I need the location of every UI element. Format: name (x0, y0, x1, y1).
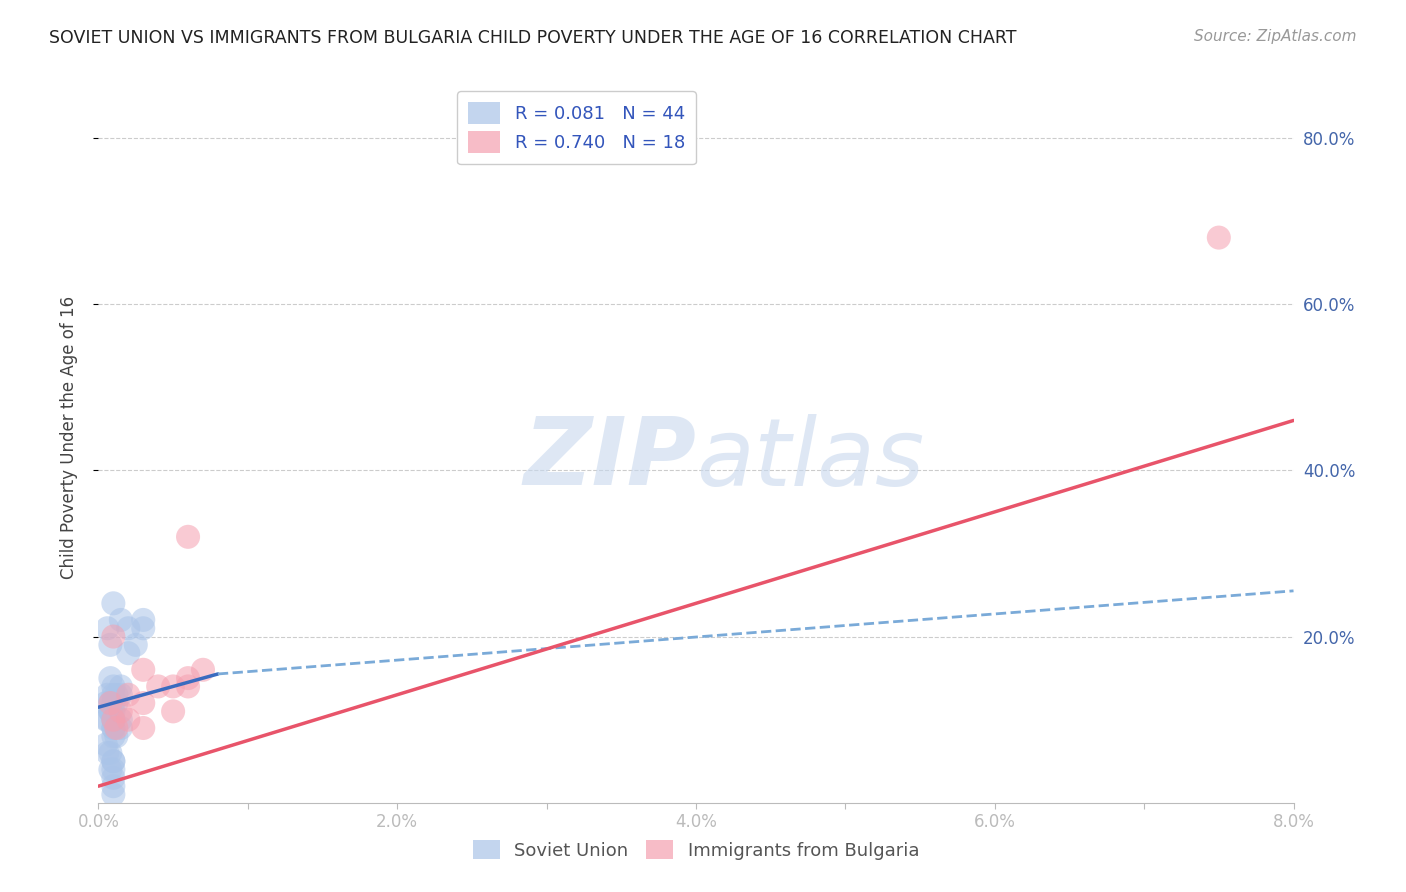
Point (105, 729, 128, 743)
Point (94, 713, 117, 727)
Point (103, 788, 125, 802)
Point (94, 696, 117, 710)
Point (103, 630, 125, 644)
Point (103, 771, 125, 785)
Point (162, 705, 184, 719)
Point (103, 705, 125, 719)
Point (103, 754, 125, 768)
Point (132, 621, 155, 635)
Point (110, 688, 132, 702)
Point (162, 680, 184, 694)
Point (110, 721, 132, 735)
Point (103, 713, 125, 727)
Point (98, 746, 122, 760)
Point (132, 696, 155, 710)
Point (117, 621, 139, 635)
Point (105, 688, 128, 702)
Point (110, 705, 132, 719)
Point (1208, 230, 1230, 244)
Text: Source: ZipAtlas.com: Source: ZipAtlas.com (1194, 29, 1357, 44)
Point (103, 779, 125, 793)
Point (98, 705, 122, 719)
Point (96, 688, 118, 702)
Point (125, 638, 148, 652)
Point (103, 688, 125, 702)
Point (177, 680, 200, 694)
Point (96, 746, 118, 760)
Point (177, 530, 200, 544)
Point (105, 696, 128, 710)
Point (110, 713, 132, 727)
Point (96, 621, 118, 635)
Point (98, 705, 122, 719)
Point (117, 646, 139, 660)
Point (110, 613, 132, 627)
Point (117, 713, 139, 727)
Point (98, 705, 122, 719)
Legend: Soviet Union, Immigrants from Bulgaria: Soviet Union, Immigrants from Bulgaria (465, 833, 927, 867)
Y-axis label: Child Poverty Under the Age of 16: Child Poverty Under the Age of 16 (59, 295, 77, 579)
Point (177, 671, 200, 685)
Text: SOVIET UNION VS IMMIGRANTS FROM BULGARIA CHILD POVERTY UNDER THE AGE OF 16 CORRE: SOVIET UNION VS IMMIGRANTS FROM BULGARIA… (49, 29, 1017, 46)
Point (103, 596, 125, 610)
Point (103, 713, 125, 727)
Point (132, 663, 155, 677)
Text: atlas: atlas (696, 414, 924, 505)
Point (98, 696, 122, 710)
Point (110, 680, 132, 694)
Point (117, 688, 139, 702)
Text: ZIP: ZIP (523, 413, 696, 505)
Point (103, 721, 125, 735)
Point (148, 680, 170, 694)
Point (103, 680, 125, 694)
Point (191, 663, 214, 677)
Point (98, 671, 122, 685)
Point (132, 613, 155, 627)
Point (105, 721, 128, 735)
Point (96, 713, 118, 727)
Point (103, 713, 125, 727)
Point (98, 696, 122, 710)
Point (132, 721, 155, 735)
Point (98, 763, 122, 777)
Point (103, 763, 125, 777)
Point (103, 754, 125, 768)
Point (98, 638, 122, 652)
Point (94, 738, 117, 752)
Point (103, 721, 125, 735)
Point (103, 696, 125, 710)
Point (103, 729, 125, 743)
